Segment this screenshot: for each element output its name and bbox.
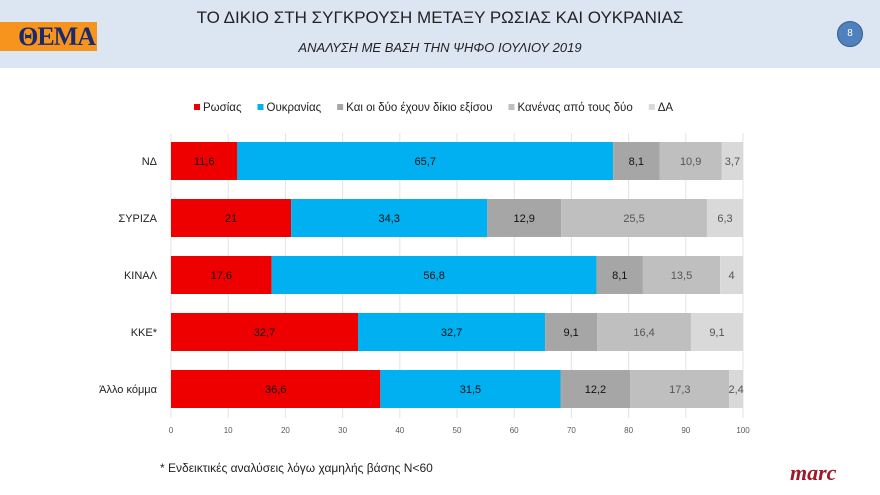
page-subtitle: ΑΝΑΛΥΣΗ ΜΕ ΒΑΣΗ ΤΗΝ ΨΗΦΟ ΙΟΥΛΙΟΥ 2019 bbox=[298, 40, 582, 55]
bar-segment bbox=[358, 313, 546, 351]
bar-segment bbox=[642, 256, 721, 294]
legend-swatch bbox=[337, 104, 344, 110]
data-label: 21 bbox=[225, 213, 237, 225]
footnote: * Ενδεικτικές αναλύσεις λόγω χαμηλής βάσ… bbox=[160, 461, 433, 475]
data-label: 4 bbox=[728, 270, 734, 282]
data-label: 34,3 bbox=[379, 213, 400, 225]
data-label: 17,3 bbox=[669, 384, 690, 396]
category-label: ΝΔ bbox=[142, 156, 158, 168]
bar-segment bbox=[171, 370, 381, 408]
x-tick-label: 80 bbox=[624, 426, 633, 435]
data-label: 12,9 bbox=[513, 213, 534, 225]
data-label: 8,1 bbox=[612, 270, 627, 282]
bar-segment bbox=[706, 199, 743, 237]
bar-segment bbox=[721, 142, 743, 180]
data-label: 3,7 bbox=[725, 156, 740, 168]
data-label: 65,7 bbox=[415, 156, 436, 168]
data-label: 56,8 bbox=[423, 270, 444, 282]
data-label: 2,4 bbox=[728, 384, 743, 396]
bar-segment bbox=[487, 199, 562, 237]
bar-segment bbox=[237, 142, 614, 180]
legend-swatch bbox=[257, 104, 264, 110]
x-tick-label: 10 bbox=[224, 426, 233, 435]
x-tick-label: 50 bbox=[453, 426, 462, 435]
category-label: ΚΙΝΑΛ bbox=[124, 270, 158, 282]
bar-segment bbox=[171, 256, 272, 294]
x-tick-label: 40 bbox=[395, 426, 404, 435]
bar-segment bbox=[171, 199, 292, 237]
bar-segment bbox=[560, 370, 631, 408]
bar-segment bbox=[171, 313, 359, 351]
brand-logo: marc bbox=[790, 460, 837, 485]
data-label: 16,4 bbox=[633, 327, 654, 339]
bar-segment bbox=[720, 256, 743, 294]
legend-label: Ρωσίας bbox=[203, 102, 242, 114]
bar-segment bbox=[171, 142, 238, 180]
x-tick-label: 100 bbox=[736, 426, 750, 435]
bar-segment bbox=[597, 313, 691, 351]
category-label: Άλλο κόμμα bbox=[99, 384, 158, 396]
data-label: 11,6 bbox=[194, 156, 215, 168]
data-label: 17,6 bbox=[211, 270, 232, 282]
bar-segment bbox=[291, 199, 488, 237]
legend-label: Ουκρανίας bbox=[267, 102, 322, 114]
bar-segment bbox=[271, 256, 597, 294]
category-label: ΣΥΡΙΖΑ bbox=[118, 213, 157, 225]
data-label: 6,3 bbox=[717, 213, 732, 225]
x-tick-label: 60 bbox=[510, 426, 519, 435]
page-title: ΤΟ ΔΙΚΙΟ ΣΤΗ ΣΥΓΚΡΟΥΣΗ ΜΕΤΑΞΥ ΡΩΣΙΑΣ ΚΑΙ… bbox=[196, 8, 684, 27]
data-label: 10,9 bbox=[680, 156, 701, 168]
bar-segment bbox=[596, 256, 643, 294]
data-label: 13,5 bbox=[671, 270, 692, 282]
bar-segment bbox=[690, 313, 743, 351]
data-label: 32,7 bbox=[441, 327, 462, 339]
x-tick-label: 0 bbox=[169, 426, 174, 435]
data-label: 8,1 bbox=[629, 156, 644, 168]
page-number: 8 bbox=[837, 21, 863, 47]
data-label: 36,6 bbox=[265, 384, 286, 396]
legend-swatch bbox=[508, 104, 515, 110]
x-tick-label: 90 bbox=[681, 426, 690, 435]
bar-segment bbox=[729, 370, 743, 408]
legend-swatch bbox=[194, 104, 200, 110]
data-label: 9,1 bbox=[709, 327, 724, 339]
logo: ΘΕΜΑ bbox=[0, 22, 97, 51]
legend-swatch bbox=[648, 104, 655, 110]
data-label: 31,5 bbox=[460, 384, 481, 396]
data-label: 32,7 bbox=[254, 327, 275, 339]
x-tick-label: 20 bbox=[281, 426, 290, 435]
x-tick-label: 30 bbox=[338, 426, 347, 435]
header-band bbox=[0, 0, 880, 68]
bar-segment bbox=[561, 199, 707, 237]
data-label: 25,5 bbox=[623, 213, 644, 225]
category-label: ΚΚΕ* bbox=[131, 327, 158, 339]
bar-segment bbox=[630, 370, 730, 408]
x-tick-label: 70 bbox=[567, 426, 576, 435]
bar-segment bbox=[380, 370, 561, 408]
bar-segment bbox=[659, 142, 722, 180]
bar-segment bbox=[613, 142, 660, 180]
legend-label: ΔΑ bbox=[658, 102, 674, 114]
legend-label: Κανένας από τους δύο bbox=[517, 102, 632, 114]
bar-segment bbox=[545, 313, 598, 351]
legend-label: Και οι δύο έχουν δίκιο εξίσου bbox=[346, 102, 492, 114]
data-label: 12,2 bbox=[585, 384, 606, 396]
data-label: 9,1 bbox=[563, 327, 578, 339]
